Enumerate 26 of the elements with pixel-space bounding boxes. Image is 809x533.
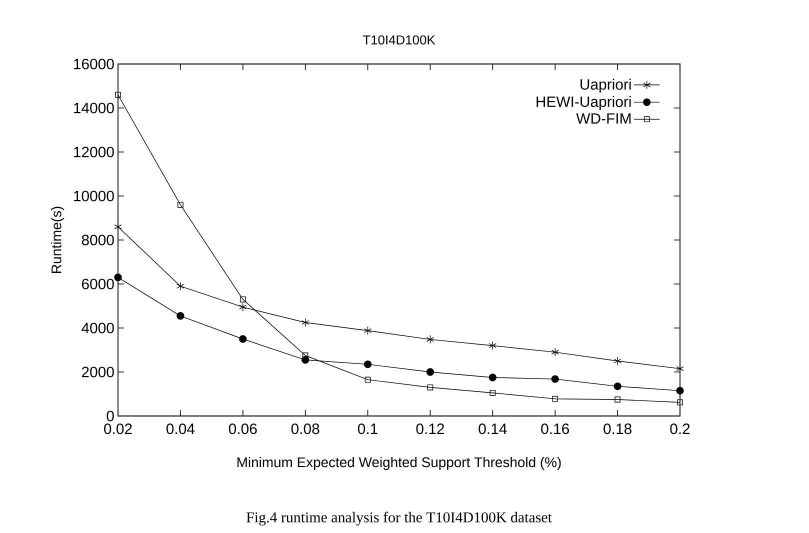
x-tick-label: 0.1 [358,424,378,434]
x-tick-label: 0.16 [541,424,569,434]
y-tick-label: 4000 [82,322,114,334]
y-tick-label: 16000 [74,58,114,70]
x-tick-label: 0.06 [228,424,257,434]
x-tick-label: 0.08 [291,424,320,434]
x-tick-label: 0.2 [670,424,690,434]
legend-label: WD-FIM [576,113,631,124]
legend-label: Uapriori [580,78,631,93]
y-tick-label: 8000 [82,234,114,246]
chart-title: T10I4D100K [362,35,436,44]
y-tick-label: 14000 [74,102,114,114]
y-tick-label: 10000 [74,190,114,202]
y-tick-label: 12000 [74,146,114,158]
caption: Fig.4 runtime analysis for the T10I4D100K dataset [246,512,552,526]
x-tick-label: 0.14 [478,424,507,434]
x-tick-label: 0.02 [104,424,132,434]
x-axis-title: Minimum Expected Weighted Support Threshold (%) [237,456,561,470]
x-tick-label: 0.18 [604,424,632,434]
y-tick-label: 6000 [82,278,114,290]
x-tick-label: 0.04 [166,424,195,434]
legend-label: HEWI-Uapriori [536,96,631,110]
y-axis-title: Runtime(s) [51,206,64,273]
y-tick-label: 2000 [82,366,114,378]
y-tick-label: 0 [106,410,114,422]
x-tick-label: 0.12 [416,424,444,434]
